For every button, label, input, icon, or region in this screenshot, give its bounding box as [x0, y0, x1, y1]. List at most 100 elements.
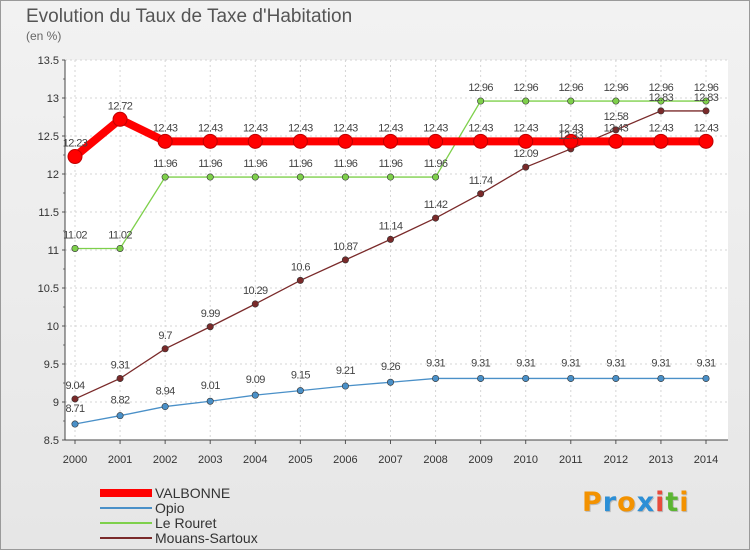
point-mouans-sartoux: [702, 107, 710, 115]
x-tick-label: 2003: [198, 454, 222, 466]
point-valbonne: [383, 133, 398, 149]
legend-label: Le Rouret: [155, 515, 217, 531]
data-label-le-rouret: 11.96: [153, 158, 177, 170]
legend-swatch: [100, 522, 152, 524]
point-le-rouret: [251, 173, 259, 181]
point-valbonne: [337, 133, 353, 149]
point-opio: [432, 374, 440, 382]
data-label-le-rouret: 12.96: [649, 82, 674, 94]
data-label-valbonne: 12.43: [604, 122, 629, 134]
data-label-mouans-sartoux: 9.99: [201, 308, 220, 320]
data-label-valbonne: 12.43: [559, 122, 584, 134]
point-le-rouret: [206, 173, 214, 181]
point-valbonne: [608, 133, 624, 149]
point-mouans-sartoux: [522, 163, 530, 171]
data-label-valbonne: 12.43: [468, 122, 493, 134]
data-label-mouans-sartoux: 12.83: [694, 92, 719, 104]
data-label-le-rouret: 12.96: [604, 82, 629, 94]
data-label-mouans-sartoux: 12.58: [604, 111, 629, 123]
logo-letter: x: [636, 487, 656, 518]
data-label-mouans-sartoux: 11.14: [379, 220, 403, 232]
point-le-rouret: [71, 244, 79, 252]
x-tick-label: 2007: [378, 454, 402, 466]
data-label-le-rouret: 11.96: [198, 158, 222, 170]
data-label-opio: 9.15: [291, 370, 310, 382]
y-tick-label: 9.5: [44, 359, 59, 371]
data-label-opio: 9.31: [471, 357, 490, 369]
data-label-valbonne: 12.43: [288, 122, 313, 134]
logo-letter: P: [582, 487, 603, 518]
logo-letter: i: [679, 487, 690, 518]
x-tick-label: 2006: [333, 454, 357, 466]
data-label-opio: 9.01: [201, 380, 220, 392]
x-tick-label: 2010: [513, 454, 537, 466]
data-label-le-rouret: 11.96: [424, 158, 448, 170]
point-opio: [567, 374, 575, 382]
data-label-mouans-sartoux: 12.33: [559, 130, 584, 142]
point-opio: [206, 397, 214, 405]
x-tick-label: 2005: [288, 454, 312, 466]
series-layer: [67, 97, 714, 428]
point-opio: [161, 403, 169, 411]
data-label-opio: 9.09: [246, 374, 265, 386]
point-mouans-sartoux: [477, 190, 485, 198]
point-le-rouret: [522, 97, 530, 105]
point-valbonne: [67, 149, 83, 165]
data-label-opio: 8.94: [156, 386, 175, 398]
y-tick-label: 9: [53, 397, 59, 409]
x-tick-label: 2002: [153, 454, 177, 466]
point-opio: [116, 412, 124, 420]
point-le-rouret: [702, 97, 710, 105]
data-label-valbonne: 12.23: [63, 138, 88, 150]
data-label-mouans-sartoux: 12.83: [649, 92, 674, 104]
point-le-rouret: [116, 244, 124, 252]
point-opio: [702, 374, 710, 382]
x-tick-label: 2008: [423, 454, 447, 466]
data-label-opio: 9.31: [651, 357, 670, 369]
proxiti-logo: Proxiti: [582, 487, 690, 518]
data-label-valbonne: 12.43: [513, 122, 538, 134]
legend-label: Mouans-Sartoux: [155, 530, 258, 546]
point-opio: [251, 391, 259, 399]
data-label-opio: 9.31: [561, 357, 580, 369]
y-tick-label: 13.5: [38, 55, 59, 67]
logo-letter: t: [665, 487, 680, 518]
x-tick-label: 2014: [694, 454, 718, 466]
point-opio: [522, 374, 530, 382]
data-label-valbonne: 12.43: [198, 122, 223, 134]
data-label-valbonne: 12.72: [108, 100, 133, 112]
legend-swatch: [100, 537, 152, 539]
data-label-le-rouret: 11.96: [288, 158, 312, 170]
data-label-le-rouret: 11.96: [243, 158, 267, 170]
data-label-valbonne: 12.43: [694, 122, 719, 134]
point-mouans-sartoux: [296, 276, 304, 284]
y-tick-label: 8.5: [44, 435, 59, 447]
point-le-rouret: [161, 173, 169, 181]
data-label-valbonne: 12.43: [333, 122, 358, 134]
y-tick-label: 11: [48, 245, 59, 257]
axes: 8.5 9 9.5 10 10.5 11 11.5 12 12.5 13 13.5 2000 2001 2…: [38, 55, 728, 466]
data-label-mouans-sartoux: 10.29: [243, 285, 268, 297]
point-valbonne: [518, 133, 534, 149]
point-valbonne: [157, 133, 173, 149]
series-mouans-sartoux: [71, 107, 710, 403]
data-label-le-rouret: 11.96: [334, 158, 358, 170]
point-le-rouret: [341, 173, 349, 181]
y-tick-label: 10: [47, 321, 59, 333]
point-mouans-sartoux: [161, 345, 169, 353]
point-opio: [612, 374, 620, 382]
data-label-opio: 8.82: [111, 395, 130, 407]
x-tick-label: 2009: [468, 454, 492, 466]
x-tick-label: 2011: [559, 454, 583, 466]
point-opio: [296, 387, 304, 395]
point-mouans-sartoux: [612, 126, 620, 134]
x-tick-label: 2013: [649, 454, 673, 466]
point-mouans-sartoux: [71, 395, 79, 403]
point-le-rouret: [432, 173, 440, 181]
point-valbonne: [292, 133, 308, 149]
point-mouans-sartoux: [657, 107, 665, 115]
point-valbonne: [428, 133, 444, 149]
y-tick-label: 11.5: [38, 207, 59, 219]
y-tick-label: 10.5: [38, 283, 59, 295]
